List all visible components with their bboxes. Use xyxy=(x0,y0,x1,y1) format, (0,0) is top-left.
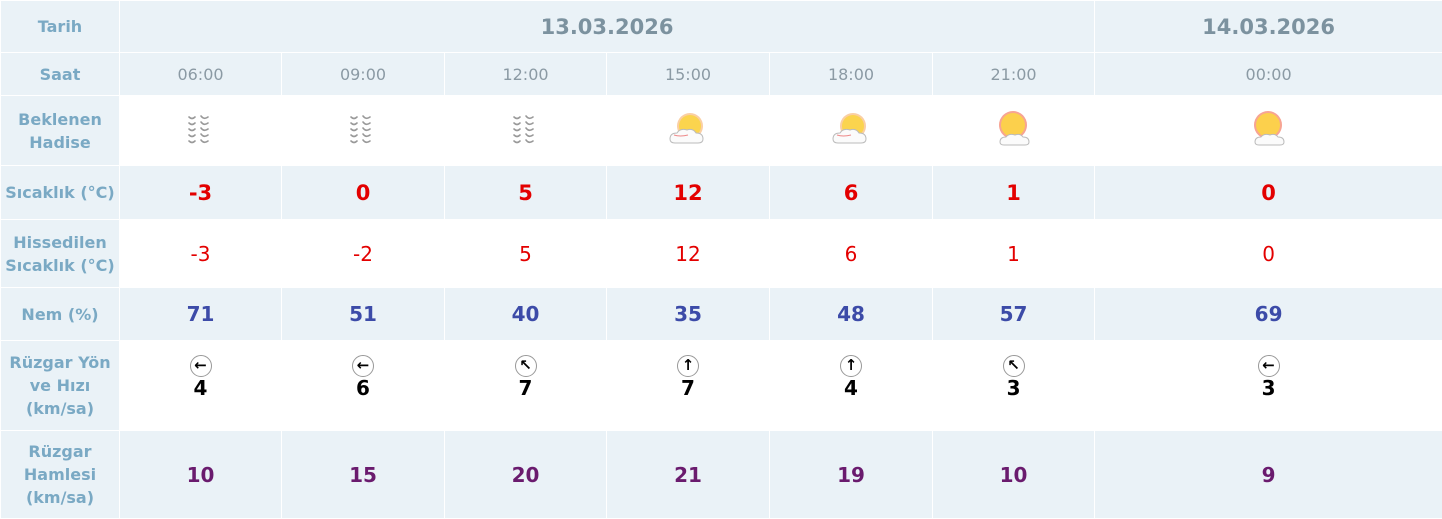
weather-cell xyxy=(933,96,1095,166)
wind-arrow-west-icon: ← xyxy=(190,355,212,377)
gust-cell: 10 xyxy=(933,431,1095,519)
humidity-cell: 71 xyxy=(120,288,282,341)
label-line: (km/sa) xyxy=(26,488,94,507)
date-header: 14.03.2026 xyxy=(1095,1,1442,53)
wind-speed: 7 xyxy=(607,377,769,399)
partly-cloudy-icon xyxy=(664,109,712,149)
gust-cell: 15 xyxy=(282,431,445,519)
time-cell: 12:00 xyxy=(445,53,607,96)
snow-icon xyxy=(177,109,225,149)
wind-cell: ↑7 xyxy=(607,341,770,431)
humidity-cell: 51 xyxy=(282,288,445,341)
wind-arrow-west-icon: ← xyxy=(352,355,374,377)
gust-label: Rüzgar Hamlesi (km/sa) xyxy=(1,431,120,519)
weather-cell xyxy=(120,96,282,166)
wind-cell: ←3 xyxy=(1095,341,1442,431)
mostly-sunny-icon xyxy=(1245,109,1293,149)
temperature-cell: 1 xyxy=(933,166,1095,220)
time-cell: 15:00 xyxy=(607,53,770,96)
wind-arrow-north-icon: ↑ xyxy=(840,355,862,377)
temperature-cell: 0 xyxy=(282,166,445,220)
weather-cell xyxy=(1095,96,1442,166)
date-label: Tarih xyxy=(1,1,120,53)
time-cell: 06:00 xyxy=(120,53,282,96)
weather-cell xyxy=(607,96,770,166)
wind-cell: ←6 xyxy=(282,341,445,431)
feels-like-cell: -3 xyxy=(120,220,282,288)
gust-cell: 10 xyxy=(120,431,282,519)
wind-cell: ↖3 xyxy=(933,341,1095,431)
gust-cell: 20 xyxy=(445,431,607,519)
wind-speed: 4 xyxy=(770,377,932,399)
label-line: Rüzgar xyxy=(28,442,91,461)
wind-arrow-west-icon: ← xyxy=(1258,355,1280,377)
temperature-cell: 0 xyxy=(1095,166,1442,220)
wind-speed: 3 xyxy=(933,377,1094,399)
gust-cell: 9 xyxy=(1095,431,1442,519)
temperature-label: Sıcaklık (°C) xyxy=(1,166,120,220)
snow-icon xyxy=(339,109,387,149)
time-cell: 09:00 xyxy=(282,53,445,96)
partly-cloudy-icon xyxy=(827,109,875,149)
humidity-cell: 69 xyxy=(1095,288,1442,341)
time-label: Saat xyxy=(1,53,120,96)
weather-cell xyxy=(282,96,445,166)
wind-cell: ←4 xyxy=(120,341,282,431)
wind-arrow-northwest-icon: ↖ xyxy=(515,355,537,377)
label-line: (km/sa) xyxy=(26,399,94,418)
wind-speed: 7 xyxy=(445,377,606,399)
humidity-label: Nem (%) xyxy=(1,288,120,341)
feels-like-cell: 5 xyxy=(445,220,607,288)
time-cell: 00:00 xyxy=(1095,53,1442,96)
wind-speed: 6 xyxy=(282,377,444,399)
mostly-sunny-icon xyxy=(990,109,1038,149)
label-line: Hamlesi xyxy=(24,465,96,484)
label-line: Hadise xyxy=(29,133,91,152)
feels-like-cell: 6 xyxy=(770,220,933,288)
wind-arrow-north-icon: ↑ xyxy=(677,355,699,377)
temperature-cell: 5 xyxy=(445,166,607,220)
event-label: Beklenen Hadise xyxy=(1,96,120,166)
gust-cell: 21 xyxy=(607,431,770,519)
date-header: 13.03.2026 xyxy=(120,1,1095,53)
label-line: Beklenen xyxy=(18,110,102,129)
humidity-cell: 35 xyxy=(607,288,770,341)
feels-like-cell: 1 xyxy=(933,220,1095,288)
gust-cell: 19 xyxy=(770,431,933,519)
humidity-cell: 48 xyxy=(770,288,933,341)
label-line: ve Hızı xyxy=(30,376,91,395)
humidity-cell: 40 xyxy=(445,288,607,341)
wind-cell: ↖7 xyxy=(445,341,607,431)
snow-icon xyxy=(502,109,550,149)
label-line: Hissedilen xyxy=(13,233,106,252)
temperature-cell: -3 xyxy=(120,166,282,220)
temperature-cell: 6 xyxy=(770,166,933,220)
wind-speed: 4 xyxy=(120,377,281,399)
weather-cell xyxy=(770,96,933,166)
label-line: Sıcaklık (°C) xyxy=(5,256,114,275)
date-row: Tarih 13.03.2026 14.03.2026 xyxy=(1,1,1442,53)
feels-like-cell: 0 xyxy=(1095,220,1442,288)
temperature-cell: 12 xyxy=(607,166,770,220)
weather-cell xyxy=(445,96,607,166)
time-cell: 18:00 xyxy=(770,53,933,96)
wind-cell: ↑4 xyxy=(770,341,933,431)
time-cell: 21:00 xyxy=(933,53,1095,96)
feels-like-cell: -2 xyxy=(282,220,445,288)
event-row: Beklenen Hadise xyxy=(1,96,1442,166)
wind-label: Rüzgar Yön ve Hızı (km/sa) xyxy=(1,341,120,431)
wind-arrow-northwest-icon: ↖ xyxy=(1003,355,1025,377)
humidity-cell: 57 xyxy=(933,288,1095,341)
feels-like-cell: 12 xyxy=(607,220,770,288)
wind-speed: 3 xyxy=(1095,377,1442,399)
label-line: Rüzgar Yön xyxy=(9,353,110,372)
feels-like-label: Hissedilen Sıcaklık (°C) xyxy=(1,220,120,288)
